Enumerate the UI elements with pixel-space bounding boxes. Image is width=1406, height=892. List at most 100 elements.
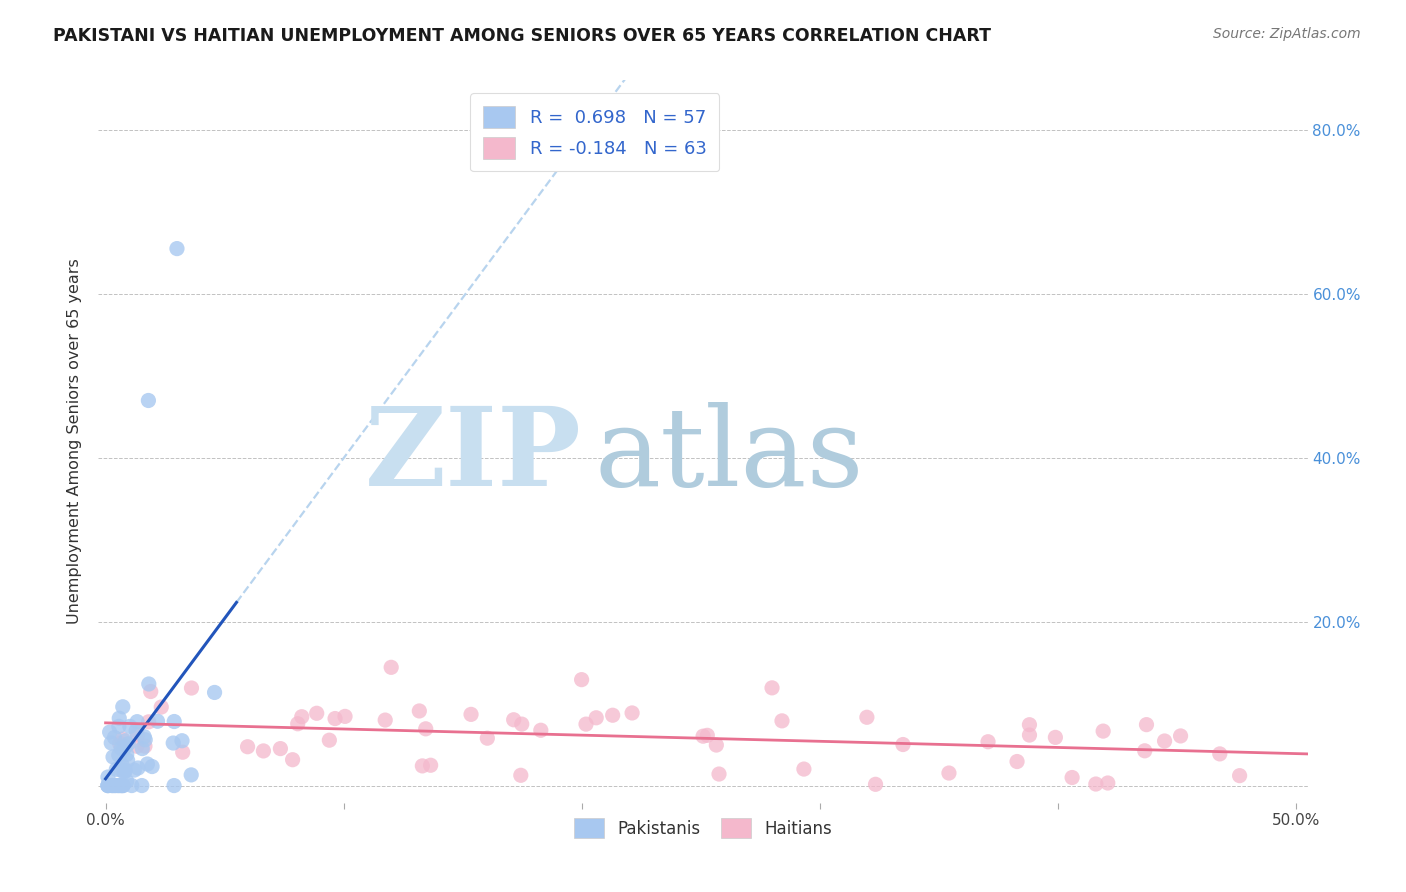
Point (509, 768, 531, 782)
Point (141, 759, 163, 773)
Point (108, 719, 131, 733)
Point (110, 779, 132, 793)
Point (107, 779, 129, 793)
Point (1045, 731, 1067, 745)
Point (770, 714, 793, 728)
Point (419, 758, 441, 772)
Point (138, 677, 160, 691)
Point (131, 779, 153, 793)
Point (101, 750, 124, 764)
Point (108, 736, 131, 750)
Point (127, 714, 149, 729)
Point (477, 731, 499, 746)
Point (1209, 747, 1232, 761)
Point (704, 738, 727, 752)
Point (1062, 771, 1084, 785)
Point (1018, 728, 1040, 742)
Point (146, 714, 169, 729)
Point (98, 725, 121, 739)
Y-axis label: Unemployment Among Seniors over 65 years: Unemployment Among Seniors over 65 years (67, 259, 83, 624)
Point (163, 714, 186, 729)
Point (115, 774, 138, 789)
Point (101, 779, 124, 793)
Point (108, 711, 131, 725)
Point (105, 762, 128, 776)
Point (170, 733, 193, 747)
Point (110, 779, 132, 793)
Point (136, 757, 159, 772)
Text: PAKISTANI VS HAITIAN UNEMPLOYMENT AMONG SENIORS OVER 65 YEARS CORRELATION CHART: PAKISTANI VS HAITIAN UNEMPLOYMENT AMONG … (53, 27, 991, 45)
Point (125, 723, 148, 738)
Point (139, 684, 162, 698)
Point (118, 719, 141, 733)
Point (281, 753, 304, 767)
Point (287, 716, 309, 731)
Point (117, 753, 139, 767)
Point (97, 779, 120, 793)
Point (111, 758, 134, 772)
Point (114, 740, 136, 755)
Point (460, 707, 482, 722)
Point (204, 685, 226, 699)
Point (97, 770, 120, 784)
Point (110, 741, 132, 756)
Point (117, 737, 139, 751)
Point (138, 393, 160, 408)
Point (107, 747, 129, 762)
Point (761, 681, 783, 695)
Point (621, 706, 644, 720)
Point (602, 708, 624, 723)
Point (415, 722, 437, 736)
Point (114, 733, 136, 747)
Point (127, 728, 149, 742)
Point (114, 764, 136, 778)
Point (374, 713, 396, 727)
Point (150, 700, 173, 714)
Point (408, 704, 430, 718)
Point (124, 763, 146, 777)
Point (112, 742, 135, 756)
Point (111, 731, 134, 746)
Text: atlas: atlas (595, 402, 863, 509)
Point (380, 660, 402, 674)
Point (131, 741, 153, 756)
Point (101, 779, 124, 793)
Point (1153, 734, 1175, 748)
Point (530, 723, 553, 738)
Point (891, 738, 914, 752)
Point (318, 733, 340, 747)
Point (692, 729, 714, 743)
Point (97, 779, 120, 793)
Point (571, 673, 593, 687)
Point (510, 717, 533, 731)
Point (1005, 755, 1028, 769)
Point (104, 779, 127, 793)
Point (104, 779, 127, 793)
Point (134, 732, 156, 747)
Point (1097, 776, 1119, 790)
Point (236, 739, 259, 754)
Point (110, 763, 132, 777)
Point (1133, 744, 1156, 758)
Point (121, 779, 143, 793)
Point (112, 765, 135, 780)
Point (502, 713, 524, 727)
Point (1135, 717, 1157, 731)
Point (585, 711, 607, 725)
Point (252, 744, 274, 758)
Text: ZIP: ZIP (366, 402, 582, 509)
Point (180, 681, 202, 695)
Text: Source: ZipAtlas.com: Source: ZipAtlas.com (1213, 27, 1361, 41)
Point (323, 712, 346, 726)
Point (1018, 717, 1040, 731)
Point (115, 747, 138, 762)
Point (707, 767, 730, 781)
Point (411, 759, 433, 773)
Point (125, 739, 148, 754)
Point (162, 736, 184, 750)
Point (180, 768, 202, 782)
Point (269, 741, 291, 756)
Point (100, 736, 122, 750)
Point (112, 779, 135, 793)
Point (107, 779, 129, 793)
